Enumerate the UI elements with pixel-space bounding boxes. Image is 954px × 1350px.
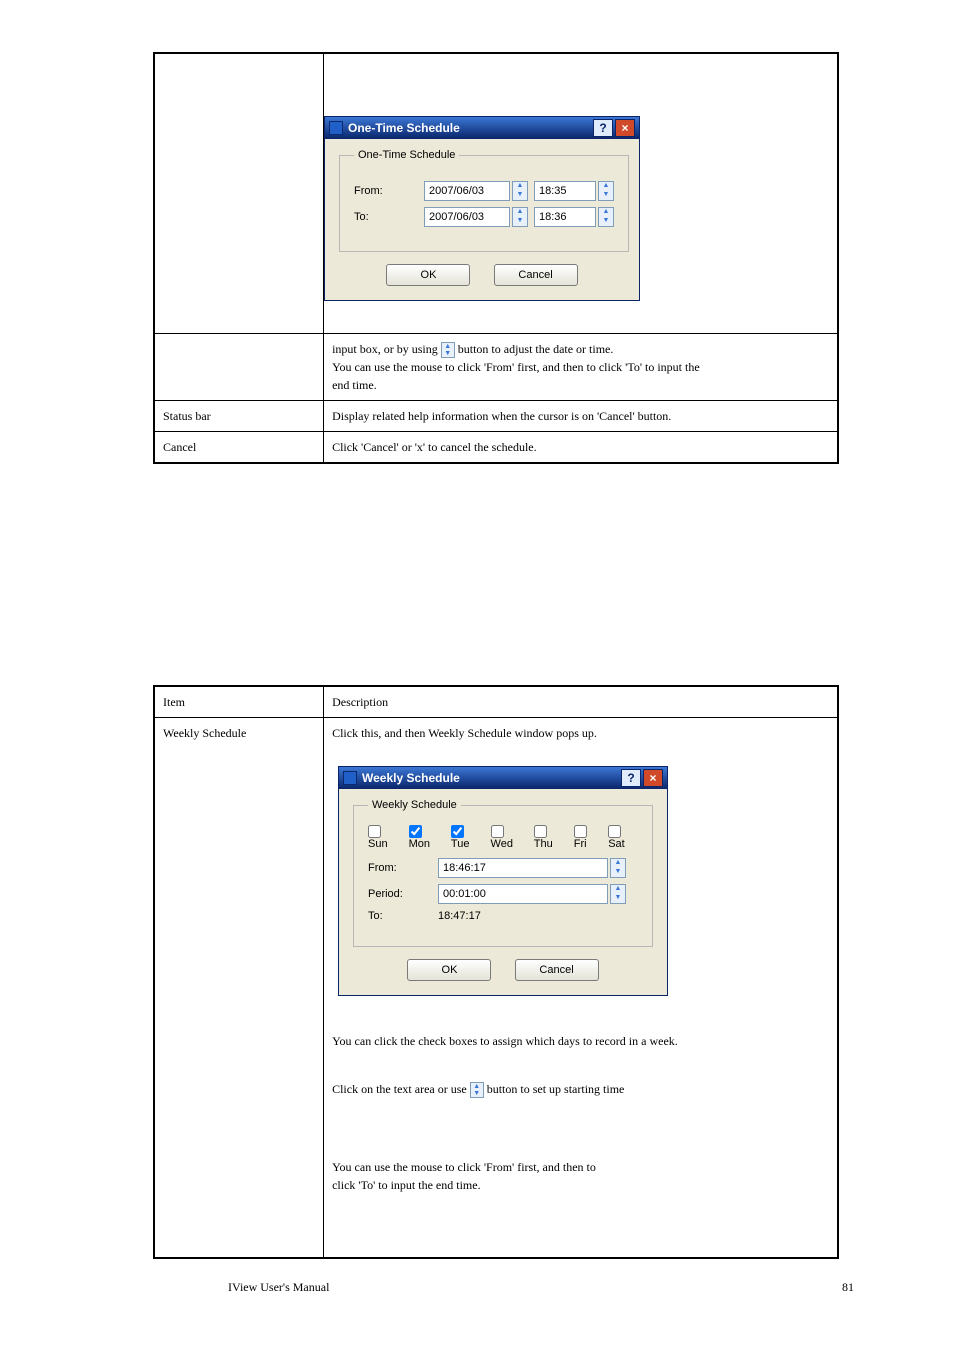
group-legend: Weekly Schedule xyxy=(368,799,461,811)
row-label: Cancel xyxy=(154,431,324,463)
to-label: To: xyxy=(354,211,424,223)
row-label: Weekly Schedule xyxy=(154,718,324,1258)
from-label: From: xyxy=(354,185,424,197)
day-sat[interactable]: Sat xyxy=(608,825,638,850)
from-time-spin[interactable]: ▲▼ xyxy=(610,858,626,878)
onetime-group: One-Time Schedule From: 2007/06/03 ▲▼ 18… xyxy=(339,149,629,252)
group-legend: One-Time Schedule xyxy=(354,149,459,161)
weekly-group: Weekly Schedule Sun Mon Tue Wed Thu Fri … xyxy=(353,799,653,947)
footer-text: IView User's Manual xyxy=(228,1280,329,1335)
row-desc: Click 'Cancel' or 'x' to cancel the sche… xyxy=(324,431,838,463)
text: You can click the check boxes to assign … xyxy=(332,1032,829,1050)
close-button[interactable]: × xyxy=(643,769,663,787)
text: You can use the mouse to click 'From' fi… xyxy=(332,1158,829,1176)
row-desc: Display related help information when th… xyxy=(324,400,838,431)
day-wed[interactable]: Wed xyxy=(491,825,526,850)
onetime-schedule-dialog: One-Time Schedule ? × One-Time Schedule … xyxy=(324,116,640,301)
period-spin[interactable]: ▲▼ xyxy=(610,884,626,904)
from-label: From: xyxy=(368,862,438,874)
day-fri[interactable]: Fri xyxy=(574,825,600,850)
col-header: Item xyxy=(154,686,324,718)
text: Click this, and then Weekly Schedule win… xyxy=(332,724,829,742)
app-icon xyxy=(343,771,357,785)
from-time-input[interactable]: 18:46:17 xyxy=(438,858,608,878)
text: click 'To' to input the end time. xyxy=(332,1176,829,1194)
dialog-titlebar: Weekly Schedule ? × xyxy=(339,767,667,789)
row-label: Status bar xyxy=(154,400,324,431)
ok-button[interactable]: OK xyxy=(386,264,470,286)
spin-icon: ▲▼ xyxy=(441,342,455,358)
spin-icon: ▲▼ xyxy=(470,1082,484,1098)
to-time-spin[interactable]: ▲▼ xyxy=(598,207,614,227)
help-button[interactable]: ? xyxy=(621,769,641,787)
text: You can use the mouse to click 'From' fi… xyxy=(332,358,829,376)
help-button[interactable]: ? xyxy=(593,119,613,137)
text: input box, or by using ▲▼ button to adju… xyxy=(332,340,829,358)
to-date-input[interactable]: 2007/06/03 xyxy=(424,207,510,227)
col-header: Description xyxy=(324,686,838,718)
dialog-title: Weekly Schedule xyxy=(362,771,460,785)
day-sun[interactable]: Sun xyxy=(368,825,401,850)
dialog-titlebar: One-Time Schedule ? × xyxy=(325,117,639,139)
weekly-schedule-dialog: Weekly Schedule ? × Weekly Schedule Sun … xyxy=(338,766,668,996)
from-date-input[interactable]: 2007/06/03 xyxy=(424,181,510,201)
cancel-button[interactable]: Cancel xyxy=(494,264,578,286)
to-time-input[interactable]: 18:36 xyxy=(534,207,596,227)
from-time-spin[interactable]: ▲▼ xyxy=(598,181,614,201)
period-input[interactable]: 00:01:00 xyxy=(438,884,608,904)
cancel-button[interactable]: Cancel xyxy=(515,959,599,981)
to-time-value: 18:47:17 xyxy=(438,910,481,922)
day-thu[interactable]: Thu xyxy=(534,825,566,850)
text: Click on the text area or use ▲▼ button … xyxy=(332,1080,829,1098)
to-date-spin[interactable]: ▲▼ xyxy=(512,207,528,227)
text: end time. xyxy=(332,376,829,394)
app-icon xyxy=(329,121,343,135)
from-date-spin[interactable]: ▲▼ xyxy=(512,181,528,201)
period-label: Period: xyxy=(368,888,438,900)
days-row: Sun Mon Tue Wed Thu Fri Sat xyxy=(368,825,638,850)
day-mon[interactable]: Mon xyxy=(409,825,443,850)
ok-button[interactable]: OK xyxy=(407,959,491,981)
page-number: 81 xyxy=(842,1280,854,1295)
dialog-title: One-Time Schedule xyxy=(348,121,460,135)
from-time-input[interactable]: 18:35 xyxy=(534,181,596,201)
close-button[interactable]: × xyxy=(615,119,635,137)
to-label: To: xyxy=(368,910,438,922)
day-tue[interactable]: Tue xyxy=(451,825,483,850)
